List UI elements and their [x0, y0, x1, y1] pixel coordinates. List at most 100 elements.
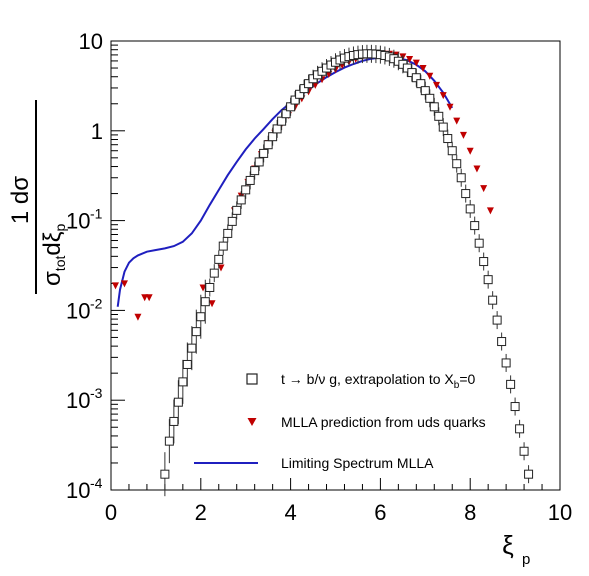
extrapolation-point: [241, 185, 251, 195]
x-tick-label: 6: [374, 500, 386, 525]
y-label-denominator: σtotdξp: [39, 224, 68, 286]
extrapolation-point: [214, 254, 224, 264]
extrapolation-point: [429, 102, 439, 112]
extrapolation-point: [164, 436, 174, 446]
extrapolation-point: [465, 204, 475, 214]
mlla-point: [473, 165, 481, 173]
legend-marker-square: [246, 373, 258, 385]
extrapolation-point: [452, 159, 462, 169]
extrapolation-point: [443, 134, 453, 144]
extrapolation-point: [438, 122, 448, 132]
x-tick-label: 0: [105, 500, 117, 525]
y-tick-label: 10: [66, 478, 90, 503]
extrapolation-point: [524, 469, 534, 479]
mlla-point: [439, 92, 447, 100]
y-tick-label: 10: [66, 388, 90, 413]
mlla-point: [480, 185, 488, 193]
extrapolation-point: [245, 175, 255, 185]
limiting-spectrum-line: [116, 56, 454, 307]
mlla-point: [459, 131, 467, 139]
extrapolation-point: [492, 315, 502, 325]
extrapolation-point: [420, 86, 430, 96]
extrapolation-point: [182, 359, 192, 369]
extrapolation-point: [434, 111, 444, 121]
extrapolation-point: [227, 216, 237, 226]
extrapolation-point: [169, 416, 179, 426]
y-tick-label: 10: [66, 209, 90, 234]
legend: t → b/ν g, extrapolation to Xb=0 MLLA pr…: [194, 371, 486, 471]
x-tick-label: 10: [548, 500, 572, 525]
mlla-point: [433, 81, 441, 89]
extrapolation-point: [218, 241, 228, 251]
extrapolation-point: [205, 282, 215, 292]
mlla-point: [486, 207, 494, 215]
legend-label-limiting: Limiting Spectrum MLLA: [281, 455, 434, 471]
mlla-point: [406, 56, 414, 64]
extrapolation-point: [483, 275, 493, 285]
y-tick-label: 1: [91, 119, 103, 144]
mlla-point: [466, 147, 474, 155]
series-limiting-spectrum: [116, 56, 454, 307]
y-tick-exponent: -4: [90, 475, 103, 491]
extrapolation-point: [160, 469, 170, 479]
extrapolation-point: [425, 93, 435, 103]
mlla-point: [134, 313, 142, 321]
x-tick-label: 4: [284, 500, 296, 525]
y-tick-label: 10: [66, 298, 90, 323]
mlla-point: [120, 280, 128, 288]
y-tick-exponent: -2: [90, 295, 103, 311]
extrapolation-point: [254, 157, 264, 167]
y-axis-label: 1 dσ σtotdξp: [7, 100, 68, 294]
extrapolation-point: [501, 358, 511, 368]
mlla-point: [453, 117, 461, 125]
extrapolation-point: [178, 377, 188, 387]
y-tick-exponent: -3: [90, 385, 103, 401]
mlla-point: [111, 282, 119, 290]
extrapolation-point: [488, 295, 498, 305]
plot-frame: [110, 40, 561, 491]
mlla-point: [145, 294, 153, 302]
extrapolation-point: [268, 132, 278, 142]
extrapolation-point: [223, 228, 233, 238]
extrapolation-point: [510, 402, 520, 412]
y-tick-label: 10: [79, 29, 103, 54]
x-tick-label: 8: [464, 500, 476, 525]
extrapolation-point: [191, 327, 201, 337]
y-tick-exponent: -1: [90, 206, 103, 222]
extrapolation-point: [506, 379, 516, 389]
mlla-point: [412, 59, 420, 67]
legend-marker-triangle: [247, 418, 257, 426]
extrapolation-point: [232, 205, 242, 215]
extrapolation-point: [277, 116, 287, 126]
extrapolation-point: [479, 257, 489, 267]
extrapolation-point: [236, 195, 246, 205]
extrapolation-point: [250, 166, 260, 176]
y-label-numerator: 1 dσ: [7, 176, 34, 224]
extrapolation-point: [196, 312, 206, 322]
legend-label-mlla: MLLA prediction from uds quarks: [281, 414, 486, 430]
mlla-point: [446, 103, 454, 111]
mlla-point: [426, 72, 434, 80]
extrapolation-point: [200, 297, 210, 307]
extrapolation-point: [447, 146, 457, 156]
extrapolation-point: [173, 397, 183, 407]
extrapolation-point: [456, 173, 466, 183]
extrapolation-point: [461, 189, 471, 199]
extrapolation-point: [470, 221, 480, 231]
x-axis-label: ξ: [502, 530, 514, 560]
extrapolation-point: [187, 343, 197, 353]
mlla-point: [419, 65, 427, 73]
extrapolation-point: [519, 446, 529, 456]
extrapolation-point: [209, 268, 219, 278]
extrapolation-point: [272, 124, 282, 134]
mlla-point: [208, 300, 216, 308]
series-extrapolation: [160, 44, 534, 497]
mlla-point: [141, 294, 149, 302]
extrapolation-point: [259, 148, 269, 158]
legend-label-extrapolation: t → b/ν g, extrapolation to Xb=0: [281, 371, 476, 391]
extrapolation-point: [497, 337, 507, 347]
extrapolation-point: [515, 424, 525, 434]
extrapolation-point: [474, 238, 484, 248]
